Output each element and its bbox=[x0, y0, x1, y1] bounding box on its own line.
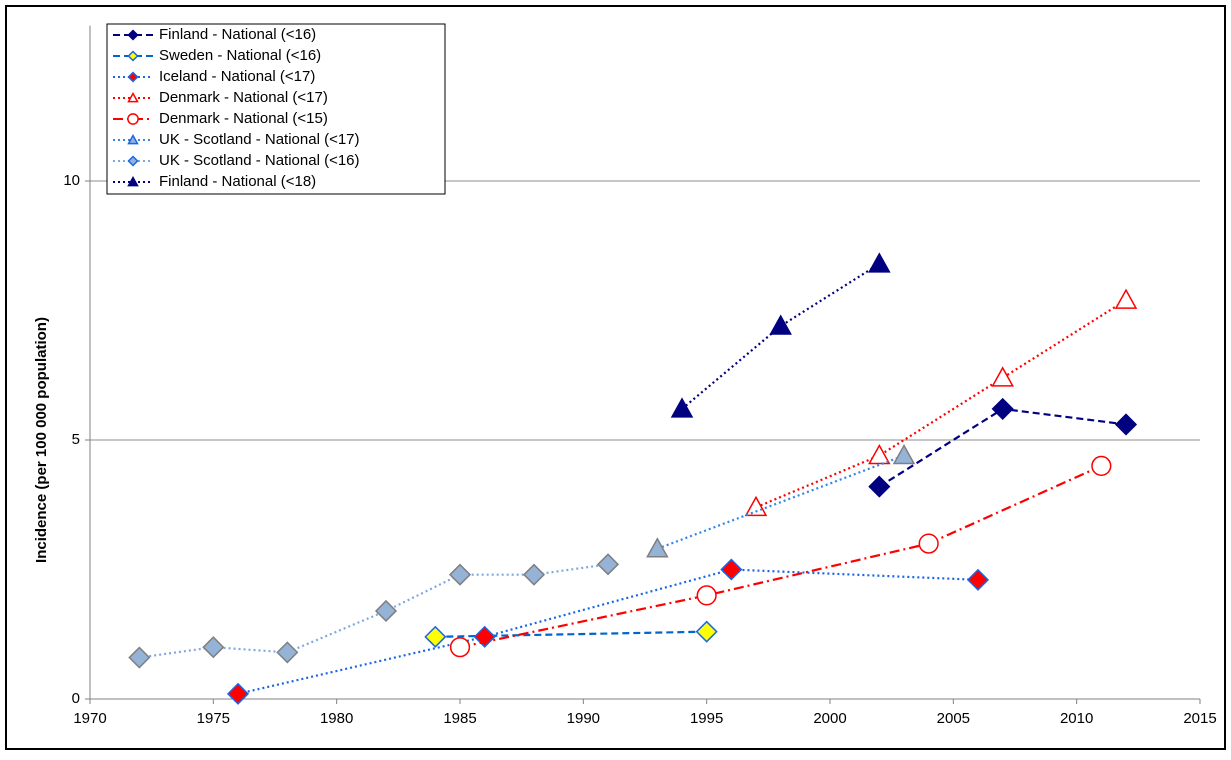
y-axis-label: Incidence (per 100 000 population) bbox=[33, 317, 50, 563]
legend-label: UK - Scotland - National (<16) bbox=[159, 152, 360, 169]
x-tick-label: 2005 bbox=[937, 710, 970, 727]
data-point bbox=[769, 314, 792, 335]
legend-label: Denmark - National (<17) bbox=[159, 89, 328, 106]
x-tick-label: 1980 bbox=[320, 710, 353, 727]
y-tick-label: 0 bbox=[72, 690, 80, 707]
legend-marker bbox=[127, 71, 139, 83]
data-point bbox=[892, 443, 916, 465]
legend-label: Sweden - National (<16) bbox=[159, 47, 321, 64]
data-point bbox=[868, 252, 891, 273]
legend-label: Iceland - National (<17) bbox=[159, 68, 315, 85]
legend-label: Denmark - National (<15) bbox=[159, 110, 328, 127]
data-point bbox=[596, 553, 620, 576]
y-tick-label: 5 bbox=[72, 431, 80, 448]
legend-label: Finland - National (<18) bbox=[159, 173, 316, 190]
x-tick-label: 2010 bbox=[1060, 710, 1093, 727]
data-point bbox=[128, 646, 151, 669]
legend-marker bbox=[127, 155, 139, 167]
data-point bbox=[276, 641, 299, 664]
series-line bbox=[755, 299, 1127, 509]
data-point bbox=[449, 637, 471, 658]
legend-marker bbox=[127, 50, 139, 62]
x-tick-label: 1975 bbox=[197, 710, 230, 727]
data-point bbox=[202, 636, 225, 659]
data-point bbox=[991, 397, 1014, 420]
legend-marker bbox=[127, 133, 139, 145]
data-point bbox=[522, 563, 546, 586]
data-point bbox=[670, 397, 694, 418]
data-point bbox=[226, 682, 250, 705]
data-point bbox=[374, 599, 398, 623]
data-point bbox=[1114, 288, 1138, 309]
x-tick-label: 2015 bbox=[1183, 710, 1216, 727]
x-tick-label: 1990 bbox=[567, 710, 600, 727]
x-tick-label: 2000 bbox=[813, 710, 846, 727]
x-tick-label: 1985 bbox=[443, 710, 476, 727]
data-point bbox=[696, 585, 717, 606]
data-point bbox=[695, 620, 718, 643]
series-line bbox=[237, 568, 979, 695]
y-tick-label: 10 bbox=[63, 172, 80, 189]
data-point bbox=[868, 475, 891, 498]
series-line bbox=[459, 464, 1102, 649]
legend-label: Finland - National (<16) bbox=[159, 26, 316, 43]
legend-marker bbox=[127, 175, 139, 187]
data-point bbox=[646, 537, 669, 558]
data-point bbox=[1114, 413, 1138, 436]
legend-marker bbox=[127, 91, 139, 103]
x-tick-label: 1970 bbox=[73, 710, 106, 727]
data-point bbox=[424, 625, 447, 648]
x-tick-label: 1995 bbox=[690, 710, 723, 727]
data-point bbox=[448, 563, 472, 586]
data-point bbox=[918, 533, 939, 554]
data-point bbox=[991, 366, 1014, 387]
legend-box bbox=[106, 23, 446, 195]
data-point bbox=[744, 495, 768, 517]
data-point bbox=[868, 443, 891, 465]
legend-marker bbox=[127, 113, 139, 125]
legend-label: UK - Scotland - National (<17) bbox=[159, 131, 360, 148]
legend-marker bbox=[127, 29, 139, 41]
data-point bbox=[473, 625, 496, 648]
data-point bbox=[720, 558, 743, 581]
series-line bbox=[681, 262, 880, 410]
data-point bbox=[1091, 455, 1112, 476]
data-point bbox=[966, 568, 990, 591]
series-line bbox=[656, 454, 905, 550]
